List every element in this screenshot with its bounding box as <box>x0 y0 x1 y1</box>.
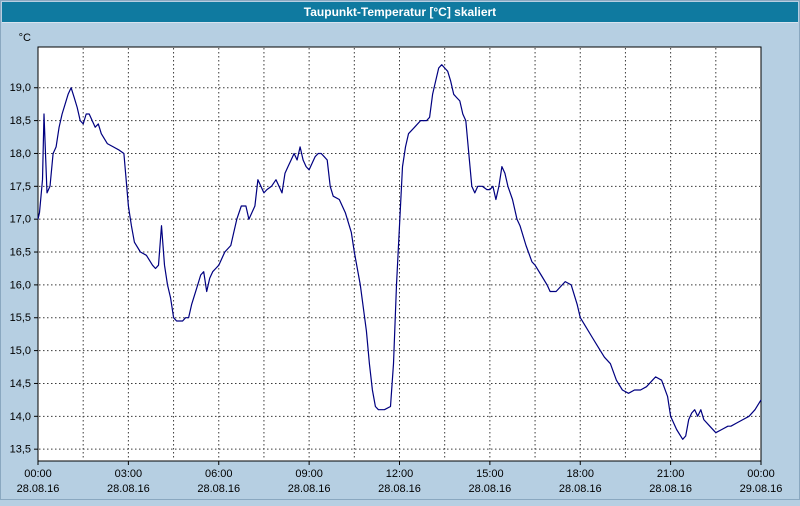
chart-title-bar: Taupunkt-Temperatur [°C] skaliert <box>2 2 798 23</box>
x-tick-time-label: 00:00 <box>24 468 52 480</box>
x-tick-date-label: 29.08.16 <box>740 483 783 495</box>
x-tick-date-label: 28.08.16 <box>468 483 511 495</box>
y-tick-label: 17,5 <box>10 181 31 193</box>
temperature-line <box>37 64 762 440</box>
y-tick-label: 14,5 <box>10 378 31 390</box>
x-tick-time-label: 18:00 <box>566 468 594 480</box>
x-tick-time-label: 12:00 <box>386 468 414 480</box>
x-tick-time-label: 06:00 <box>205 468 233 480</box>
y-tick-label: 15,0 <box>10 345 31 357</box>
y-axis-unit-label: °C <box>19 32 31 44</box>
y-tick-label: 13,5 <box>10 444 31 456</box>
y-tick-label: 18,5 <box>10 115 31 127</box>
x-tick-time-label: 15:00 <box>476 468 504 480</box>
x-tick-date-label: 28.08.16 <box>559 483 602 495</box>
x-tick-date-label: 28.08.16 <box>378 483 421 495</box>
y-tick-label: 17,0 <box>10 214 31 226</box>
y-tick-label: 18,0 <box>10 148 31 160</box>
x-tick-date-label: 28.08.16 <box>197 483 240 495</box>
x-tick-time-label: 09:00 <box>295 468 323 480</box>
x-tick-time-label: 00:00 <box>747 468 775 480</box>
y-tick-label: 16,0 <box>10 279 31 291</box>
chart-title: Taupunkt-Temperatur [°C] skaliert <box>303 5 497 19</box>
y-tick-label: 19,0 <box>10 82 31 94</box>
y-tick-label: 16,5 <box>10 247 31 259</box>
y-tick-label: 14,0 <box>10 411 31 423</box>
x-tick-date-label: 28.08.16 <box>107 483 150 495</box>
x-tick-time-label: 21:00 <box>657 468 685 480</box>
x-tick-date-label: 28.08.16 <box>288 483 331 495</box>
y-tick-label: 15,5 <box>10 312 31 324</box>
x-tick-date-label: 28.08.16 <box>17 483 60 495</box>
x-tick-date-label: 28.08.16 <box>649 483 692 495</box>
x-tick-time-label: 03:00 <box>115 468 143 480</box>
